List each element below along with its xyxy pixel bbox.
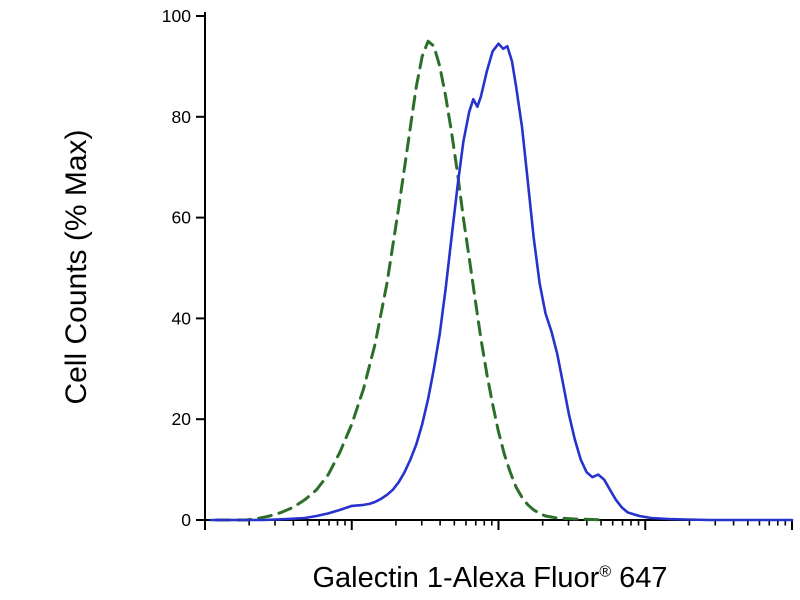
x-axis-title: Galectin 1-Alexa Fluor® 647 [175, 562, 800, 595]
y-tick-label: 0 [181, 510, 191, 530]
dashed-green-curve [215, 39, 606, 522]
registered-trademark-symbol: ® [599, 563, 612, 581]
y-axis-title: Cell Counts (% Max) [60, 129, 93, 405]
x-axis-title-suffix: 647 [611, 562, 668, 594]
y-tick-label: 80 [172, 107, 192, 127]
y-tick-label: 40 [172, 308, 192, 328]
solid-blue-curve [209, 42, 794, 522]
x-axis-title-text: Galectin 1-Alexa Fluor [312, 562, 600, 594]
y-tick-label: 60 [172, 208, 192, 228]
y-tick-label: 100 [162, 6, 191, 26]
y-tick-label: 20 [172, 409, 192, 429]
